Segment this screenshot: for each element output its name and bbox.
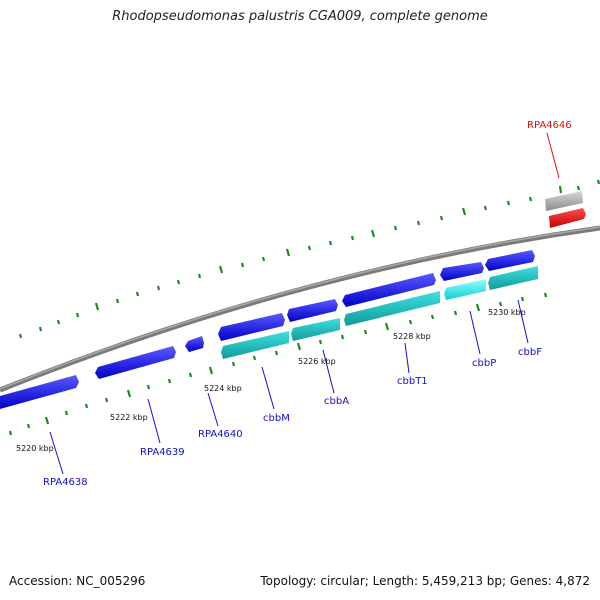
gene-label-cbbt1[interactable]: cbbT1 — [397, 376, 428, 387]
gene-cbbm-arrow[interactable] — [287, 299, 338, 322]
scale-label: 5226 kbp — [298, 357, 336, 366]
gene-label-rpa4646[interactable]: RPA4646 — [527, 120, 572, 131]
genome-backbone-highlight — [0, 226, 600, 390]
label-leader-lines — [49, 299, 529, 475]
gene-small-arrow[interactable] — [185, 336, 204, 352]
gene-label-cbbf[interactable]: cbbF — [518, 347, 542, 358]
gene-cbbm-reverse-bar[interactable] — [221, 331, 289, 359]
gene-cbbp-reverse-bar[interactable] — [444, 279, 486, 300]
gene-cbbf-reverse-bar[interactable] — [488, 266, 538, 290]
lower-tick-row — [8, 292, 548, 436]
gene-rpa4639-arrow[interactable] — [95, 346, 176, 379]
gene-cbba-reverse-bar[interactable] — [291, 318, 340, 341]
accession-label: Accession: NC_005296 — [9, 574, 146, 588]
gene-cbbt1-arrow[interactable] — [440, 262, 484, 281]
genome-summary-label: Topology: circular; Length: 5,459,213 bp… — [260, 574, 590, 588]
scale-label: 5230 kbp — [488, 308, 526, 317]
genome-title: Rhodopseudomonas palustris CGA009, compl… — [112, 9, 488, 24]
genome-backbone — [0, 225, 600, 393]
gene-rpa4646-arrow[interactable] — [549, 208, 586, 228]
gene-cbbt1-reverse-bar[interactable] — [344, 291, 440, 326]
scale-label: 5224 kbp — [204, 384, 242, 393]
gene-label-rpa4639[interactable]: RPA4639 — [140, 447, 185, 458]
gene-label-cbba[interactable]: cbbA — [324, 396, 349, 407]
rpa4646-leader-line — [546, 132, 560, 179]
scale-label: 5228 kbp — [393, 332, 431, 341]
scale-label: 5220 kbp — [16, 444, 54, 453]
forward-strand-genes — [0, 250, 535, 409]
scale-label: 5222 kbp — [110, 413, 148, 422]
gene-cbbp-arrow[interactable] — [485, 250, 535, 271]
gene-rpa4640-arrow[interactable] — [218, 313, 285, 341]
gene-rpa4646-pseudo-bar[interactable] — [545, 191, 583, 211]
gene-cbba-arrow[interactable] — [342, 273, 436, 307]
gene-label-cbbm[interactable]: cbbM — [263, 413, 290, 424]
gene-labels: RPA4638 RPA4639 RPA4640 cbbM cbbA cbbT1 … — [43, 347, 542, 488]
gene-label-cbbp[interactable]: cbbP — [472, 358, 496, 369]
gene-label-rpa4638[interactable]: RPA4638 — [43, 477, 88, 488]
gene-rpa4638-arrow[interactable] — [0, 375, 79, 409]
upper-tick-row — [18, 179, 600, 339]
gene-label-rpa4640[interactable]: RPA4640 — [198, 429, 243, 440]
reverse-strand-genes — [221, 266, 538, 359]
scale-labels: 5220 kbp 5222 kbp 5224 kbp 5226 kbp 5228… — [16, 308, 526, 453]
